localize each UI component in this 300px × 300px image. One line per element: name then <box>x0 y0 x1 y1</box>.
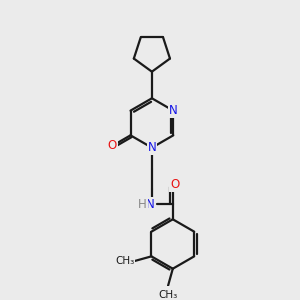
Text: N: N <box>169 104 178 117</box>
Text: H: H <box>138 198 147 211</box>
Text: CH₃: CH₃ <box>115 256 134 266</box>
Text: O: O <box>108 139 117 152</box>
Text: N: N <box>146 198 154 211</box>
Text: N: N <box>148 141 156 154</box>
Text: CH₃: CH₃ <box>158 290 178 300</box>
Text: O: O <box>170 178 179 191</box>
